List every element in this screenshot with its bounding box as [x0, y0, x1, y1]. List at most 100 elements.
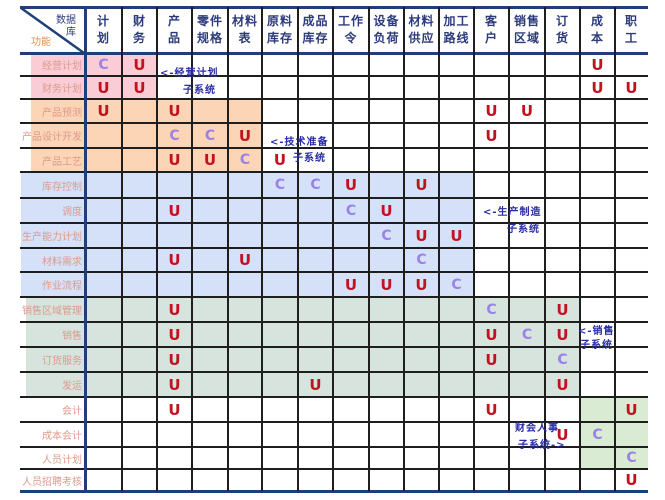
row-divider	[20, 490, 648, 493]
row-label: 作业流程	[42, 281, 82, 292]
column-divider	[368, 7, 370, 491]
corner-database-line2: 库	[66, 27, 76, 38]
column-header: 设备 负荷	[369, 9, 404, 51]
column-header: 客户	[474, 9, 509, 51]
create-mark: C	[626, 450, 637, 466]
row-divider	[20, 346, 648, 348]
row-divider	[20, 247, 648, 249]
row-label: 销售	[62, 331, 82, 342]
column-header-line: 工作	[337, 14, 364, 28]
corner-database-label: 数据 库	[50, 15, 76, 39]
annotation-line2: 子系统	[183, 85, 216, 96]
use-mark: U	[450, 226, 463, 245]
use-mark: U	[273, 151, 287, 169]
annotation-line2: 子系统	[293, 153, 326, 164]
use-mark: U	[133, 78, 146, 97]
create-mark: C	[98, 56, 109, 73]
column-header-line: 本	[590, 31, 604, 45]
column-header-line: 品	[167, 31, 181, 45]
column-header-line: 职	[624, 14, 638, 28]
column-header: 材料 供应	[404, 9, 439, 51]
column-header: 产品	[157, 9, 192, 51]
row-divider	[20, 197, 648, 199]
row-divider	[20, 222, 648, 224]
row-label: 库存控制	[42, 181, 82, 193]
use-mark: U	[344, 176, 358, 194]
column-header-line: 客	[484, 14, 498, 28]
row-label: 经营计划	[42, 61, 82, 72]
use-mark: U	[485, 102, 498, 120]
column-divider	[227, 7, 229, 491]
use-mark: U	[168, 102, 181, 120]
create-mark: C	[486, 301, 497, 318]
region-orange	[31, 99, 262, 172]
column-header-line: 材料	[408, 14, 435, 28]
use-mark: U	[238, 251, 252, 269]
create-mark: C	[345, 202, 357, 219]
row-divider	[20, 6, 648, 9]
use-mark: U	[625, 400, 638, 419]
create-mark: C	[592, 426, 603, 443]
column-header: 工作令	[333, 9, 369, 51]
column-header: 职工	[615, 9, 648, 51]
create-mark: C	[381, 227, 392, 244]
use-mark: U	[168, 251, 181, 269]
use-mark: U	[168, 300, 181, 319]
row-label: 订货服务	[42, 356, 82, 367]
corner-database-line1: 数据	[56, 15, 76, 26]
row-divider	[20, 321, 648, 323]
row-divider	[20, 296, 648, 298]
annotation-line1: <-销售	[578, 326, 615, 337]
use-mark: U	[556, 425, 569, 444]
use-mark: U	[168, 400, 181, 419]
row-divider	[20, 421, 648, 423]
column-divider	[261, 7, 263, 491]
use-mark: U	[591, 78, 604, 97]
column-divider	[332, 7, 334, 491]
use-mark: U	[168, 350, 181, 369]
column-header-line: 表	[238, 31, 252, 45]
column-header: 零件 规格	[192, 9, 228, 51]
column-header-line: 规格	[196, 31, 223, 45]
column-header-line: 销售	[513, 14, 540, 28]
column-divider	[544, 7, 546, 491]
use-mark: U	[168, 375, 181, 394]
annotation-line1: 财会人事	[515, 423, 559, 434]
row-divider	[20, 75, 648, 77]
row-divider	[20, 98, 648, 100]
annotation-line2: 子系统	[507, 224, 540, 235]
column-divider	[403, 7, 405, 491]
column-header-line: 成品	[302, 14, 329, 28]
column-header-line: 库存	[266, 31, 293, 45]
row-label: 产品预测	[42, 107, 82, 119]
column-header: 订货	[545, 9, 580, 51]
column-header-line: 加工	[443, 14, 470, 28]
column-header: 成品 库存	[298, 9, 333, 51]
row-divider	[20, 396, 648, 398]
create-mark: C	[416, 252, 427, 268]
column-header-line: 务	[132, 31, 146, 45]
use-mark: U	[625, 78, 638, 97]
row-label: 人员计划	[42, 454, 82, 466]
use-mark: U	[168, 201, 181, 220]
annotation-line1: <-技术准备	[270, 137, 329, 148]
column-divider	[156, 7, 158, 491]
column-header-line: 路线	[443, 31, 470, 45]
row-label: 人员招聘考核	[22, 476, 82, 488]
column-header: 财务	[122, 9, 157, 51]
use-mark: U	[344, 275, 358, 294]
column-header-line: 负荷	[373, 31, 400, 45]
column-header: 计划	[85, 9, 122, 51]
column-header-line: 财	[132, 14, 146, 28]
use-mark: U	[380, 275, 393, 294]
column-divider	[438, 7, 440, 491]
region-blue	[21, 172, 474, 297]
column-header-line: 划	[96, 31, 110, 45]
column-header: 原料 库存	[262, 9, 298, 51]
row-divider	[20, 122, 648, 124]
column-header: 成本	[580, 9, 615, 51]
column-header: 销售 区域	[509, 9, 545, 51]
column-header-line: 供应	[408, 31, 435, 45]
